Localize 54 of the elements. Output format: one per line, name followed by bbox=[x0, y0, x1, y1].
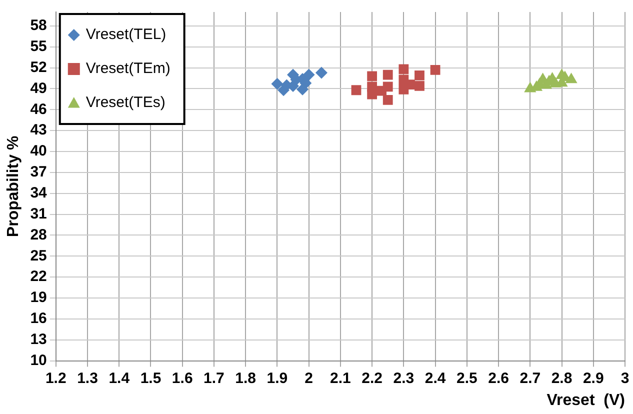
y-axis-title: Propability % bbox=[5, 136, 22, 238]
x-tick-label: 2.4 bbox=[424, 370, 446, 387]
x-tick-label: 1.6 bbox=[172, 370, 193, 387]
y-tick-label: 13 bbox=[30, 331, 47, 348]
point bbox=[315, 66, 328, 79]
x-tick-label: 2.5 bbox=[456, 370, 478, 387]
x-tick-label: 1.7 bbox=[204, 370, 224, 387]
y-tick-label: 28 bbox=[30, 226, 47, 244]
legend-label: Vreset(TEm) bbox=[86, 60, 170, 78]
point bbox=[351, 85, 362, 96]
x-tick-label: 1.8 bbox=[235, 370, 256, 387]
point bbox=[398, 64, 409, 74]
y-tick-label: 43 bbox=[30, 122, 47, 139]
x-tick-label: 2.1 bbox=[330, 370, 351, 387]
y-tick-label: 34 bbox=[30, 184, 48, 202]
x-tick-label: 1.3 bbox=[77, 370, 98, 387]
point bbox=[382, 70, 393, 80]
y-tick-label: 25 bbox=[30, 247, 47, 264]
y-tick-label: 37 bbox=[30, 164, 47, 181]
point bbox=[414, 70, 424, 80]
x-tick-label: 2.7 bbox=[520, 370, 541, 387]
x-axis-title: Vreset (V) bbox=[546, 392, 625, 409]
point bbox=[414, 80, 424, 91]
x-tick-label: 1.4 bbox=[108, 370, 130, 387]
point bbox=[367, 71, 378, 82]
x-tick-label: 1.9 bbox=[266, 370, 288, 387]
point bbox=[367, 82, 378, 92]
x-tick-label: 2.2 bbox=[362, 370, 382, 387]
legend-label: Vreset(TEL) bbox=[86, 26, 166, 44]
y-tick-label: 22 bbox=[30, 268, 47, 286]
x-tick-label: 2.6 bbox=[488, 370, 509, 387]
x-tick-label: 1.5 bbox=[140, 370, 162, 387]
x-tick-label: 3 bbox=[620, 370, 630, 387]
y-tick-label: 49 bbox=[30, 80, 47, 97]
y-tick-label: 10 bbox=[30, 352, 47, 369]
point bbox=[271, 78, 284, 90]
x-tick-label: 2.9 bbox=[582, 370, 604, 387]
legend-label: Vreset(TEs) bbox=[86, 94, 166, 112]
point bbox=[302, 68, 315, 81]
y-tick-label: 55 bbox=[30, 38, 47, 56]
point bbox=[382, 94, 393, 105]
y-tick-label: 58 bbox=[30, 17, 47, 34]
x-tick-label: 2.8 bbox=[551, 370, 572, 387]
y-tick-label: 46 bbox=[30, 100, 47, 118]
y-tick-label: 40 bbox=[30, 142, 47, 160]
y-tick-label: 31 bbox=[30, 205, 47, 222]
x-tick-label: 1.2 bbox=[45, 370, 66, 387]
y-tick-label: 16 bbox=[30, 310, 47, 328]
point bbox=[382, 82, 393, 92]
point bbox=[430, 64, 440, 75]
y-tick-label: 52 bbox=[30, 58, 47, 76]
y-tick-label: 19 bbox=[30, 289, 47, 306]
x-tick-label: 2 bbox=[304, 370, 313, 387]
x-tick-label: 2.3 bbox=[393, 370, 414, 387]
